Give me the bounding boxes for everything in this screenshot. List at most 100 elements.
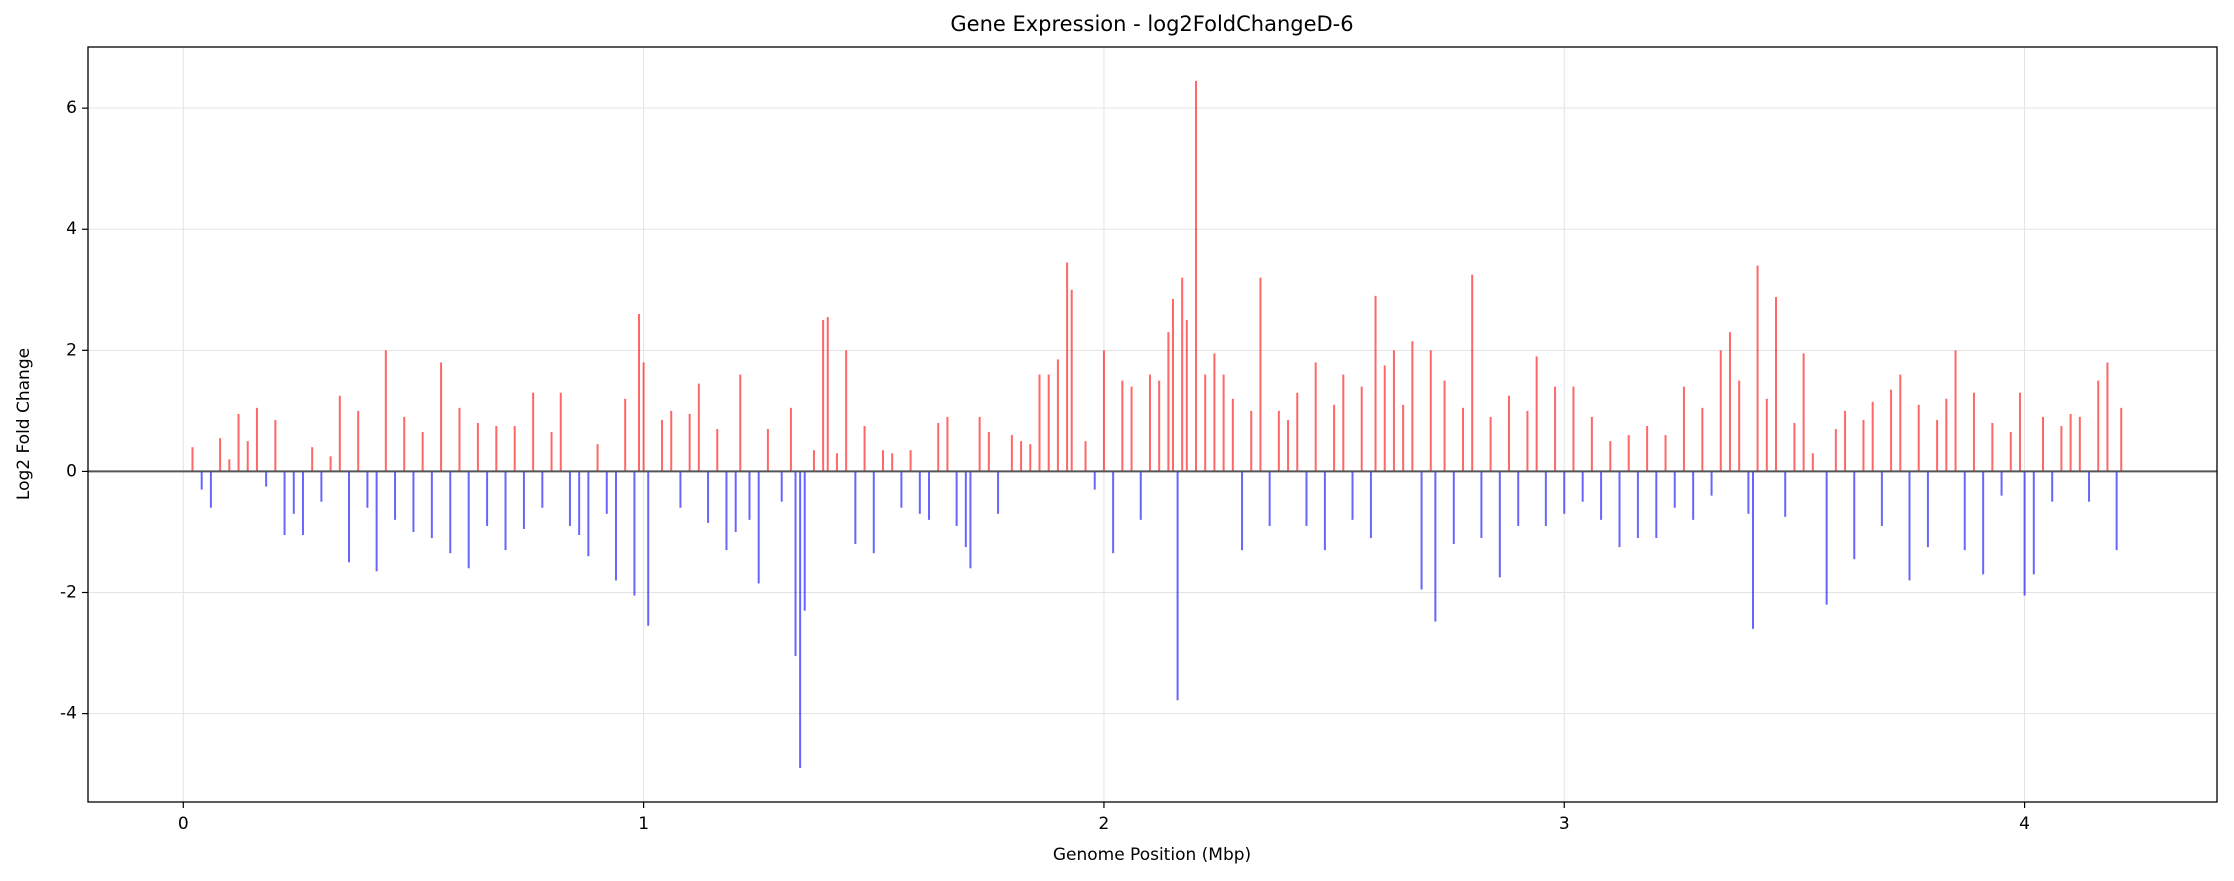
bar — [1195, 80, 1198, 472]
bar — [614, 471, 617, 581]
bar — [301, 471, 304, 535]
bar — [739, 374, 742, 472]
bar — [1231, 398, 1234, 472]
bar — [568, 471, 571, 526]
bar — [1181, 277, 1184, 472]
bar — [1102, 350, 1105, 472]
bar — [1517, 471, 1520, 526]
bar — [1250, 410, 1253, 472]
bar — [2000, 471, 2003, 496]
bar — [1751, 471, 1754, 629]
bar — [1581, 471, 1584, 502]
bar — [587, 471, 590, 557]
bar — [559, 392, 562, 472]
bar — [937, 422, 940, 472]
bar — [987, 432, 990, 472]
y-tick-label: 6 — [66, 98, 77, 118]
bar — [1287, 419, 1290, 472]
bar — [1185, 320, 1188, 472]
bar — [1402, 404, 1405, 472]
bar — [2115, 471, 2118, 551]
bar — [863, 426, 866, 472]
bar — [1010, 435, 1013, 472]
bar — [2120, 407, 2123, 472]
bar — [928, 471, 931, 520]
bar — [1148, 374, 1151, 472]
bar — [1070, 289, 1073, 472]
bar — [578, 471, 581, 535]
bar — [495, 426, 498, 472]
bar — [1963, 471, 1966, 551]
bar — [799, 471, 802, 769]
bar — [1480, 471, 1483, 539]
bar — [1167, 332, 1170, 472]
bar — [734, 471, 737, 532]
bar — [311, 447, 314, 472]
bar — [854, 471, 857, 545]
bar — [1738, 380, 1741, 472]
bar — [440, 362, 443, 472]
bar — [255, 407, 258, 472]
bar — [789, 407, 792, 472]
bar — [1093, 471, 1096, 490]
bar — [2097, 380, 2100, 472]
bar — [1176, 471, 1179, 701]
bar — [209, 471, 212, 508]
bar — [1029, 444, 1032, 472]
bar — [1747, 471, 1750, 514]
bar — [2078, 416, 2081, 472]
bar — [1171, 298, 1174, 472]
bar — [1908, 471, 1911, 581]
bar — [1793, 422, 1796, 472]
bar — [1429, 350, 1432, 472]
bar — [384, 350, 387, 472]
bar — [1241, 471, 1244, 551]
bar — [1765, 398, 1768, 472]
bar — [1756, 265, 1759, 472]
bar — [1139, 471, 1142, 520]
bar — [1383, 365, 1386, 472]
bar — [1066, 262, 1069, 472]
bar — [1554, 386, 1557, 472]
bar — [1342, 374, 1345, 472]
bar — [421, 432, 424, 472]
x-tick-label: 3 — [1559, 814, 1570, 834]
y-tick-label: 4 — [66, 219, 77, 239]
bar — [292, 471, 295, 514]
bar — [1871, 401, 1874, 472]
bar — [1038, 374, 1041, 472]
bar — [283, 471, 286, 535]
bar — [1508, 395, 1511, 472]
bar — [1084, 441, 1087, 472]
bar — [978, 416, 981, 472]
bar — [1682, 386, 1685, 472]
bar — [900, 471, 903, 508]
bar — [1461, 407, 1464, 472]
bar — [228, 459, 231, 472]
bar — [1917, 404, 1920, 472]
bar — [638, 314, 641, 472]
bar — [1600, 471, 1603, 520]
bar — [1673, 471, 1676, 508]
bar — [1609, 441, 1612, 472]
x-tick-label: 1 — [638, 814, 649, 834]
bar — [366, 471, 369, 508]
bar — [541, 471, 544, 508]
bar — [2023, 471, 2026, 596]
bar — [1121, 380, 1124, 472]
bar — [1374, 295, 1377, 472]
bar — [430, 471, 433, 539]
bar — [2069, 413, 2072, 472]
bar — [909, 450, 912, 472]
bar — [320, 471, 323, 502]
bar — [458, 407, 461, 472]
bar — [1880, 471, 1883, 526]
bar — [1268, 471, 1271, 526]
bar — [794, 471, 797, 657]
bar — [1899, 374, 1902, 472]
bar — [803, 471, 806, 611]
bar — [1775, 297, 1778, 472]
bar — [237, 413, 240, 472]
bar — [1452, 471, 1455, 545]
